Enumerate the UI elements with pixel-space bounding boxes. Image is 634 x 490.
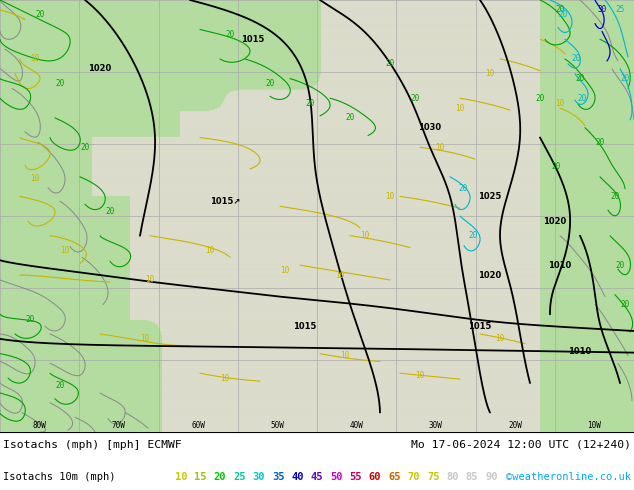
Text: 20: 20 — [535, 94, 545, 103]
Text: 10: 10 — [486, 69, 495, 78]
Text: 10: 10 — [495, 334, 505, 343]
Text: 10: 10 — [360, 231, 370, 240]
Text: 10: 10 — [436, 143, 444, 152]
Text: 20: 20 — [552, 163, 560, 172]
Text: 50W: 50W — [271, 421, 284, 430]
Text: 1020: 1020 — [479, 270, 501, 279]
Text: 20: 20 — [214, 472, 226, 482]
Text: 20: 20 — [621, 300, 630, 309]
Text: 10: 10 — [30, 174, 39, 183]
Text: 20: 20 — [410, 94, 420, 103]
Text: 20: 20 — [385, 59, 394, 68]
Text: 35: 35 — [272, 472, 285, 482]
Text: 80: 80 — [446, 472, 459, 482]
Text: 10: 10 — [455, 103, 465, 113]
Text: Isotachs (mph) [mph] ECMWF: Isotachs (mph) [mph] ECMWF — [3, 440, 182, 450]
Text: 20: 20 — [578, 94, 586, 103]
Text: 20: 20 — [555, 5, 565, 14]
Text: Isotachs 10m (mph): Isotachs 10m (mph) — [3, 472, 115, 482]
Text: 30: 30 — [252, 472, 265, 482]
Text: 20: 20 — [266, 79, 275, 88]
Text: 1010: 1010 — [568, 347, 592, 356]
Text: 10: 10 — [415, 371, 425, 380]
Text: 10: 10 — [221, 374, 230, 383]
Text: 10: 10 — [30, 54, 39, 63]
Text: 40: 40 — [292, 472, 304, 482]
Text: 10: 10 — [555, 98, 565, 108]
Text: 70W: 70W — [112, 421, 126, 430]
Text: 10: 10 — [385, 192, 394, 201]
Text: 60: 60 — [369, 472, 381, 482]
Text: 65: 65 — [388, 472, 401, 482]
Text: 90: 90 — [485, 472, 498, 482]
Text: 10: 10 — [175, 472, 188, 482]
Text: 20: 20 — [571, 54, 581, 63]
Text: 1015: 1015 — [242, 35, 264, 44]
Text: 20: 20 — [611, 192, 619, 201]
Text: 25: 25 — [616, 5, 624, 14]
Text: 20: 20 — [225, 30, 235, 39]
Text: 20: 20 — [306, 98, 314, 108]
Text: 20: 20 — [621, 74, 630, 83]
Text: 30: 30 — [597, 5, 607, 14]
Text: ©weatheronline.co.uk: ©weatheronline.co.uk — [506, 472, 631, 482]
Text: 1020: 1020 — [543, 217, 567, 225]
Text: 20: 20 — [346, 113, 354, 122]
Text: 1030: 1030 — [418, 123, 441, 132]
Text: 45: 45 — [311, 472, 323, 482]
Text: 20: 20 — [469, 231, 477, 240]
Text: 25: 25 — [233, 472, 246, 482]
Text: 60W: 60W — [191, 421, 205, 430]
Text: 20: 20 — [559, 10, 567, 19]
Text: 20W: 20W — [508, 421, 522, 430]
Text: 40W: 40W — [350, 421, 363, 430]
Text: 10: 10 — [335, 270, 345, 279]
Text: 20: 20 — [55, 381, 65, 390]
Text: 10: 10 — [140, 334, 150, 343]
Text: 1025: 1025 — [478, 192, 501, 201]
Text: 15: 15 — [195, 472, 207, 482]
Text: 20: 20 — [595, 138, 605, 147]
Text: 50: 50 — [330, 472, 342, 482]
Text: 10: 10 — [340, 351, 349, 360]
Text: 75: 75 — [427, 472, 439, 482]
Text: 70: 70 — [408, 472, 420, 482]
Text: 10: 10 — [145, 275, 155, 284]
Text: 10: 10 — [60, 246, 70, 255]
Text: 1020: 1020 — [88, 64, 112, 74]
Text: 30W: 30W — [429, 421, 443, 430]
Text: 20: 20 — [458, 184, 468, 193]
Text: 1015: 1015 — [469, 321, 492, 331]
Text: 85: 85 — [466, 472, 478, 482]
Text: 10: 10 — [205, 246, 215, 255]
Text: Mo 17-06-2024 12:00 UTC (12+240): Mo 17-06-2024 12:00 UTC (12+240) — [411, 440, 631, 450]
Text: 20: 20 — [81, 143, 89, 152]
Text: 20: 20 — [36, 10, 44, 19]
Text: 20: 20 — [25, 315, 35, 324]
Text: 1015↗: 1015↗ — [210, 197, 240, 206]
Text: 20: 20 — [55, 79, 65, 88]
Text: 10W: 10W — [588, 421, 601, 430]
Text: 1010: 1010 — [548, 261, 572, 270]
Text: 1015: 1015 — [294, 321, 317, 331]
Text: 20: 20 — [576, 74, 585, 83]
Text: 55: 55 — [349, 472, 362, 482]
Text: 20: 20 — [105, 207, 115, 216]
Text: 80W: 80W — [33, 421, 46, 430]
Text: 20: 20 — [616, 261, 624, 270]
Text: 10: 10 — [280, 266, 290, 274]
